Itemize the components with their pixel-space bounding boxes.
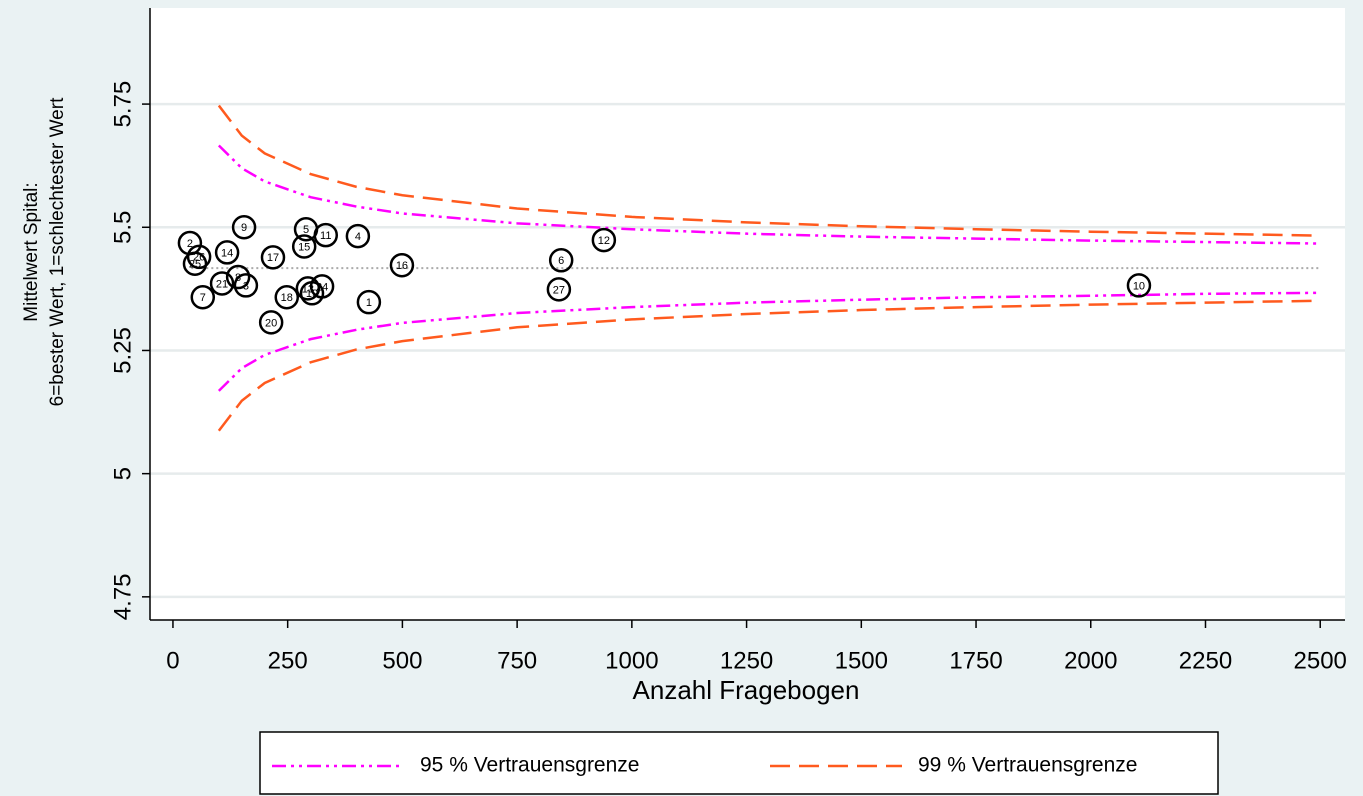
point-label: 5 [303,224,309,236]
point-label: 16 [396,260,408,272]
x-axis-title: Anzahl Fragebogen [633,675,860,705]
point-label: 9 [241,222,247,234]
point-label: 26 [193,252,205,264]
y-tick-label: 5.25 [109,327,136,374]
point-label: 20 [265,317,277,329]
x-tick-label: 2500 [1294,647,1347,674]
x-tick-label: 250 [268,647,308,674]
hospital-point [591,227,617,253]
hospital-point [356,289,382,315]
hospital-point [548,248,574,273]
hospital-point [258,310,284,335]
confidence-curve [217,299,1321,432]
hospital-point [209,271,235,296]
hospital-point [291,234,317,259]
hospital-point [295,276,321,301]
x-tick-label: 1000 [605,647,658,674]
x-tick-label: 2250 [1179,647,1232,674]
y-axis-title: 6=bester Wert, 1=schlechtester Wert [47,97,68,406]
point-label: 12 [598,235,610,247]
point-label: 18 [281,292,293,304]
point-label: 15 [298,241,310,253]
x-tick-label: 1750 [949,647,1002,674]
hospital-point [389,252,415,278]
point-label: 7 [200,292,206,304]
legend-label: 95 % Vertrauensgrenze [420,754,639,777]
point-label: 6 [558,255,564,267]
hospital-point [233,273,259,298]
point-label: 10 [1133,280,1145,292]
point-label: 27 [553,284,565,296]
hospital-point [546,277,572,302]
hospital-point [1126,273,1152,298]
point-label: 11 [320,230,331,242]
x-tick-label: 2000 [1064,647,1117,674]
y-tick-label: 5.75 [109,81,136,128]
y-tick-label: 5.5 [109,211,136,244]
point-label: 19 [306,288,318,300]
y-axis-title: Mittelwert Spital: [21,182,42,321]
x-tick-label: 1250 [720,647,773,674]
point-label: 3 [243,280,249,292]
hospital-point [182,251,208,276]
point-label: 1 [366,297,372,309]
x-tick-label: 0 [166,647,179,674]
legend [259,731,1219,795]
legend-label: 99 % Vertrauensgrenze [918,754,1137,777]
hospital-point [231,215,257,240]
x-tick-label: 500 [382,647,422,674]
hospital-point [186,244,212,270]
y-tick-label: 5 [109,467,136,480]
hospital-point [309,274,335,299]
hospital-point [225,264,251,290]
point-label: 14 [221,247,233,259]
hospital-point [260,245,286,270]
point-label: 2 [187,238,193,250]
hospital-point [345,223,371,249]
hospital-point [190,284,216,310]
point-label: 4 [355,231,361,243]
point-label: 24 [316,281,328,293]
x-tick-label: 750 [497,647,537,674]
point-label: 17 [267,252,279,264]
confidence-curve [217,104,1321,237]
hospital-point [274,284,300,310]
point-label: 21 [216,278,228,290]
hospital-point [214,240,240,265]
y-tick-label: 4.75 [109,573,136,620]
x-tick-label: 1500 [835,647,888,674]
hospital-point [313,222,339,248]
